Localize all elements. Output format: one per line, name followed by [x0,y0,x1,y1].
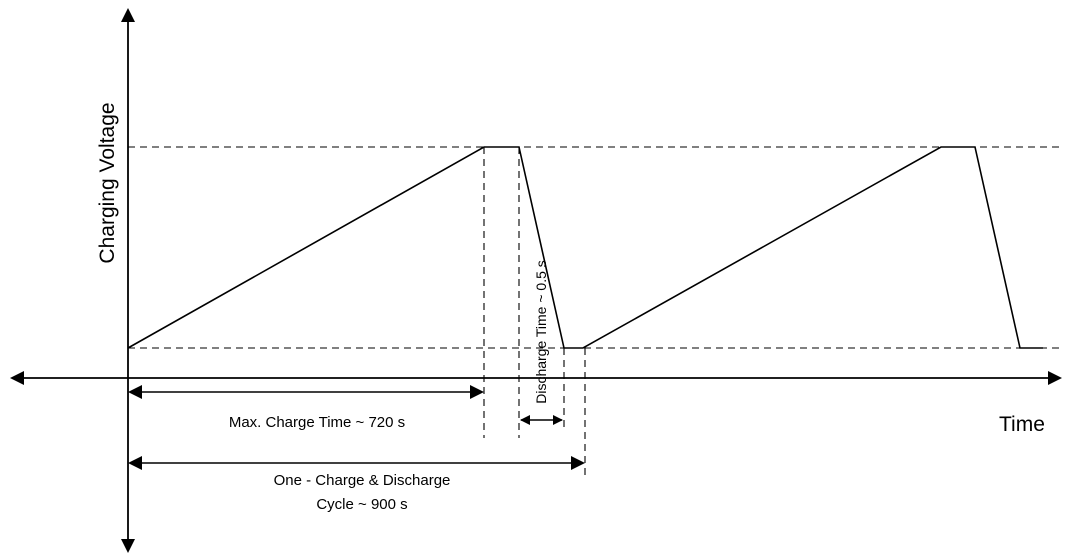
cycle-label-line1: One - Charge & Discharge [274,472,451,489]
y-axis-label: Charging Voltage [96,102,119,263]
voltage-waveform [127,146,1043,349]
discharge-time-label: Discharge Time ~ 0.5 s [533,260,549,404]
x-axis-label: Time [999,413,1045,436]
max-charge-time-label: Max. Charge Time ~ 720 s [229,414,405,431]
cycle-label-line2: Cycle ~ 900 s [316,496,407,513]
